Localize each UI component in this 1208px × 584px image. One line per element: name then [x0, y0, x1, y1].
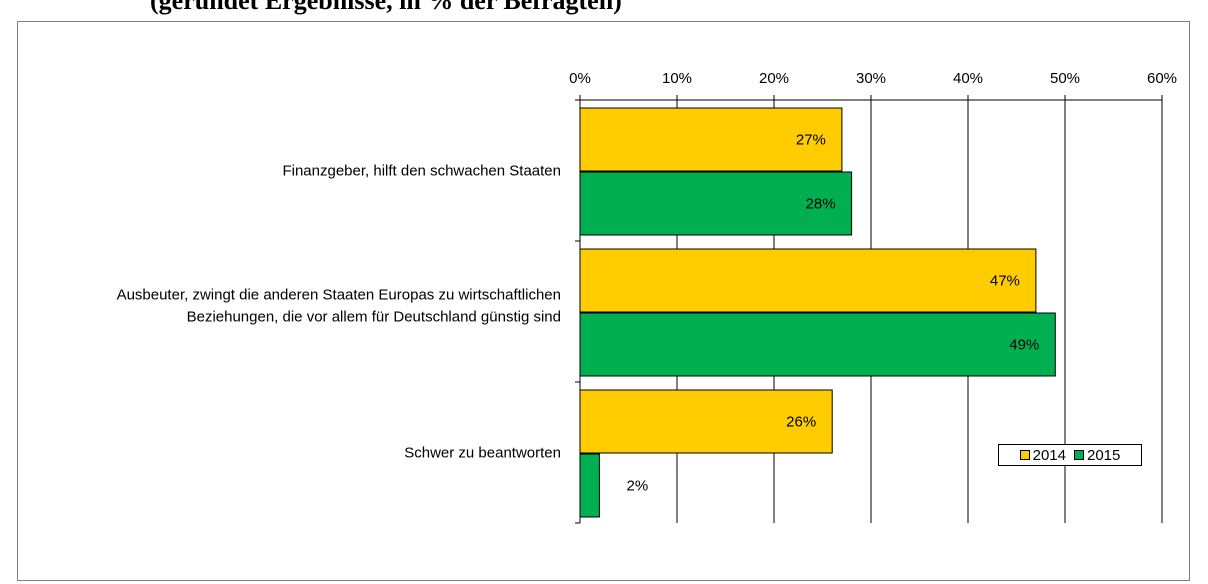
bar-2014	[579, 389, 833, 454]
legend-item-2015: 2015	[1074, 447, 1120, 464]
data-label: 47%	[990, 273, 1020, 290]
legend-label-2014: 2014	[1032, 446, 1066, 464]
x-tick-label: 50%	[1050, 70, 1080, 87]
x-tick-label: 60%	[1147, 70, 1177, 87]
category-label: Finanzgeber, hilft den schwachen Staaten	[282, 163, 561, 180]
legend: 2014 2015	[998, 444, 1142, 466]
chart-title: (gerundet Ergebnisse, in % der Befragten…	[150, 0, 622, 15]
bar-2015	[579, 453, 600, 518]
x-tick-label: 30%	[856, 70, 886, 87]
x-tick-label: 0%	[569, 70, 591, 87]
bar-2014	[579, 248, 1037, 313]
bar-2015	[579, 312, 1056, 377]
bar-2014	[579, 107, 843, 172]
data-label: 28%	[806, 196, 836, 213]
data-label: 49%	[1009, 337, 1039, 354]
legend-swatch-2014	[1019, 450, 1030, 460]
x-tick-label: 40%	[953, 70, 983, 87]
legend-label-2015: 2015	[1087, 446, 1121, 464]
x-tick-label: 10%	[662, 70, 692, 87]
bar-2015	[579, 171, 853, 236]
category-label: Ausbeuter, zwingt die anderen Staaten Eu…	[117, 287, 561, 304]
x-tick-label: 20%	[759, 70, 789, 87]
category-label: Beziehungen, die vor allem für Deutschla…	[187, 309, 561, 326]
category-label: Schwer zu beantworten	[404, 445, 561, 462]
legend-item-2014: 2014	[1019, 446, 1066, 464]
legend-swatch-2015	[1074, 450, 1084, 460]
data-label: 2%	[627, 478, 649, 495]
data-label: 26%	[786, 414, 816, 431]
data-label: 27%	[796, 132, 826, 149]
